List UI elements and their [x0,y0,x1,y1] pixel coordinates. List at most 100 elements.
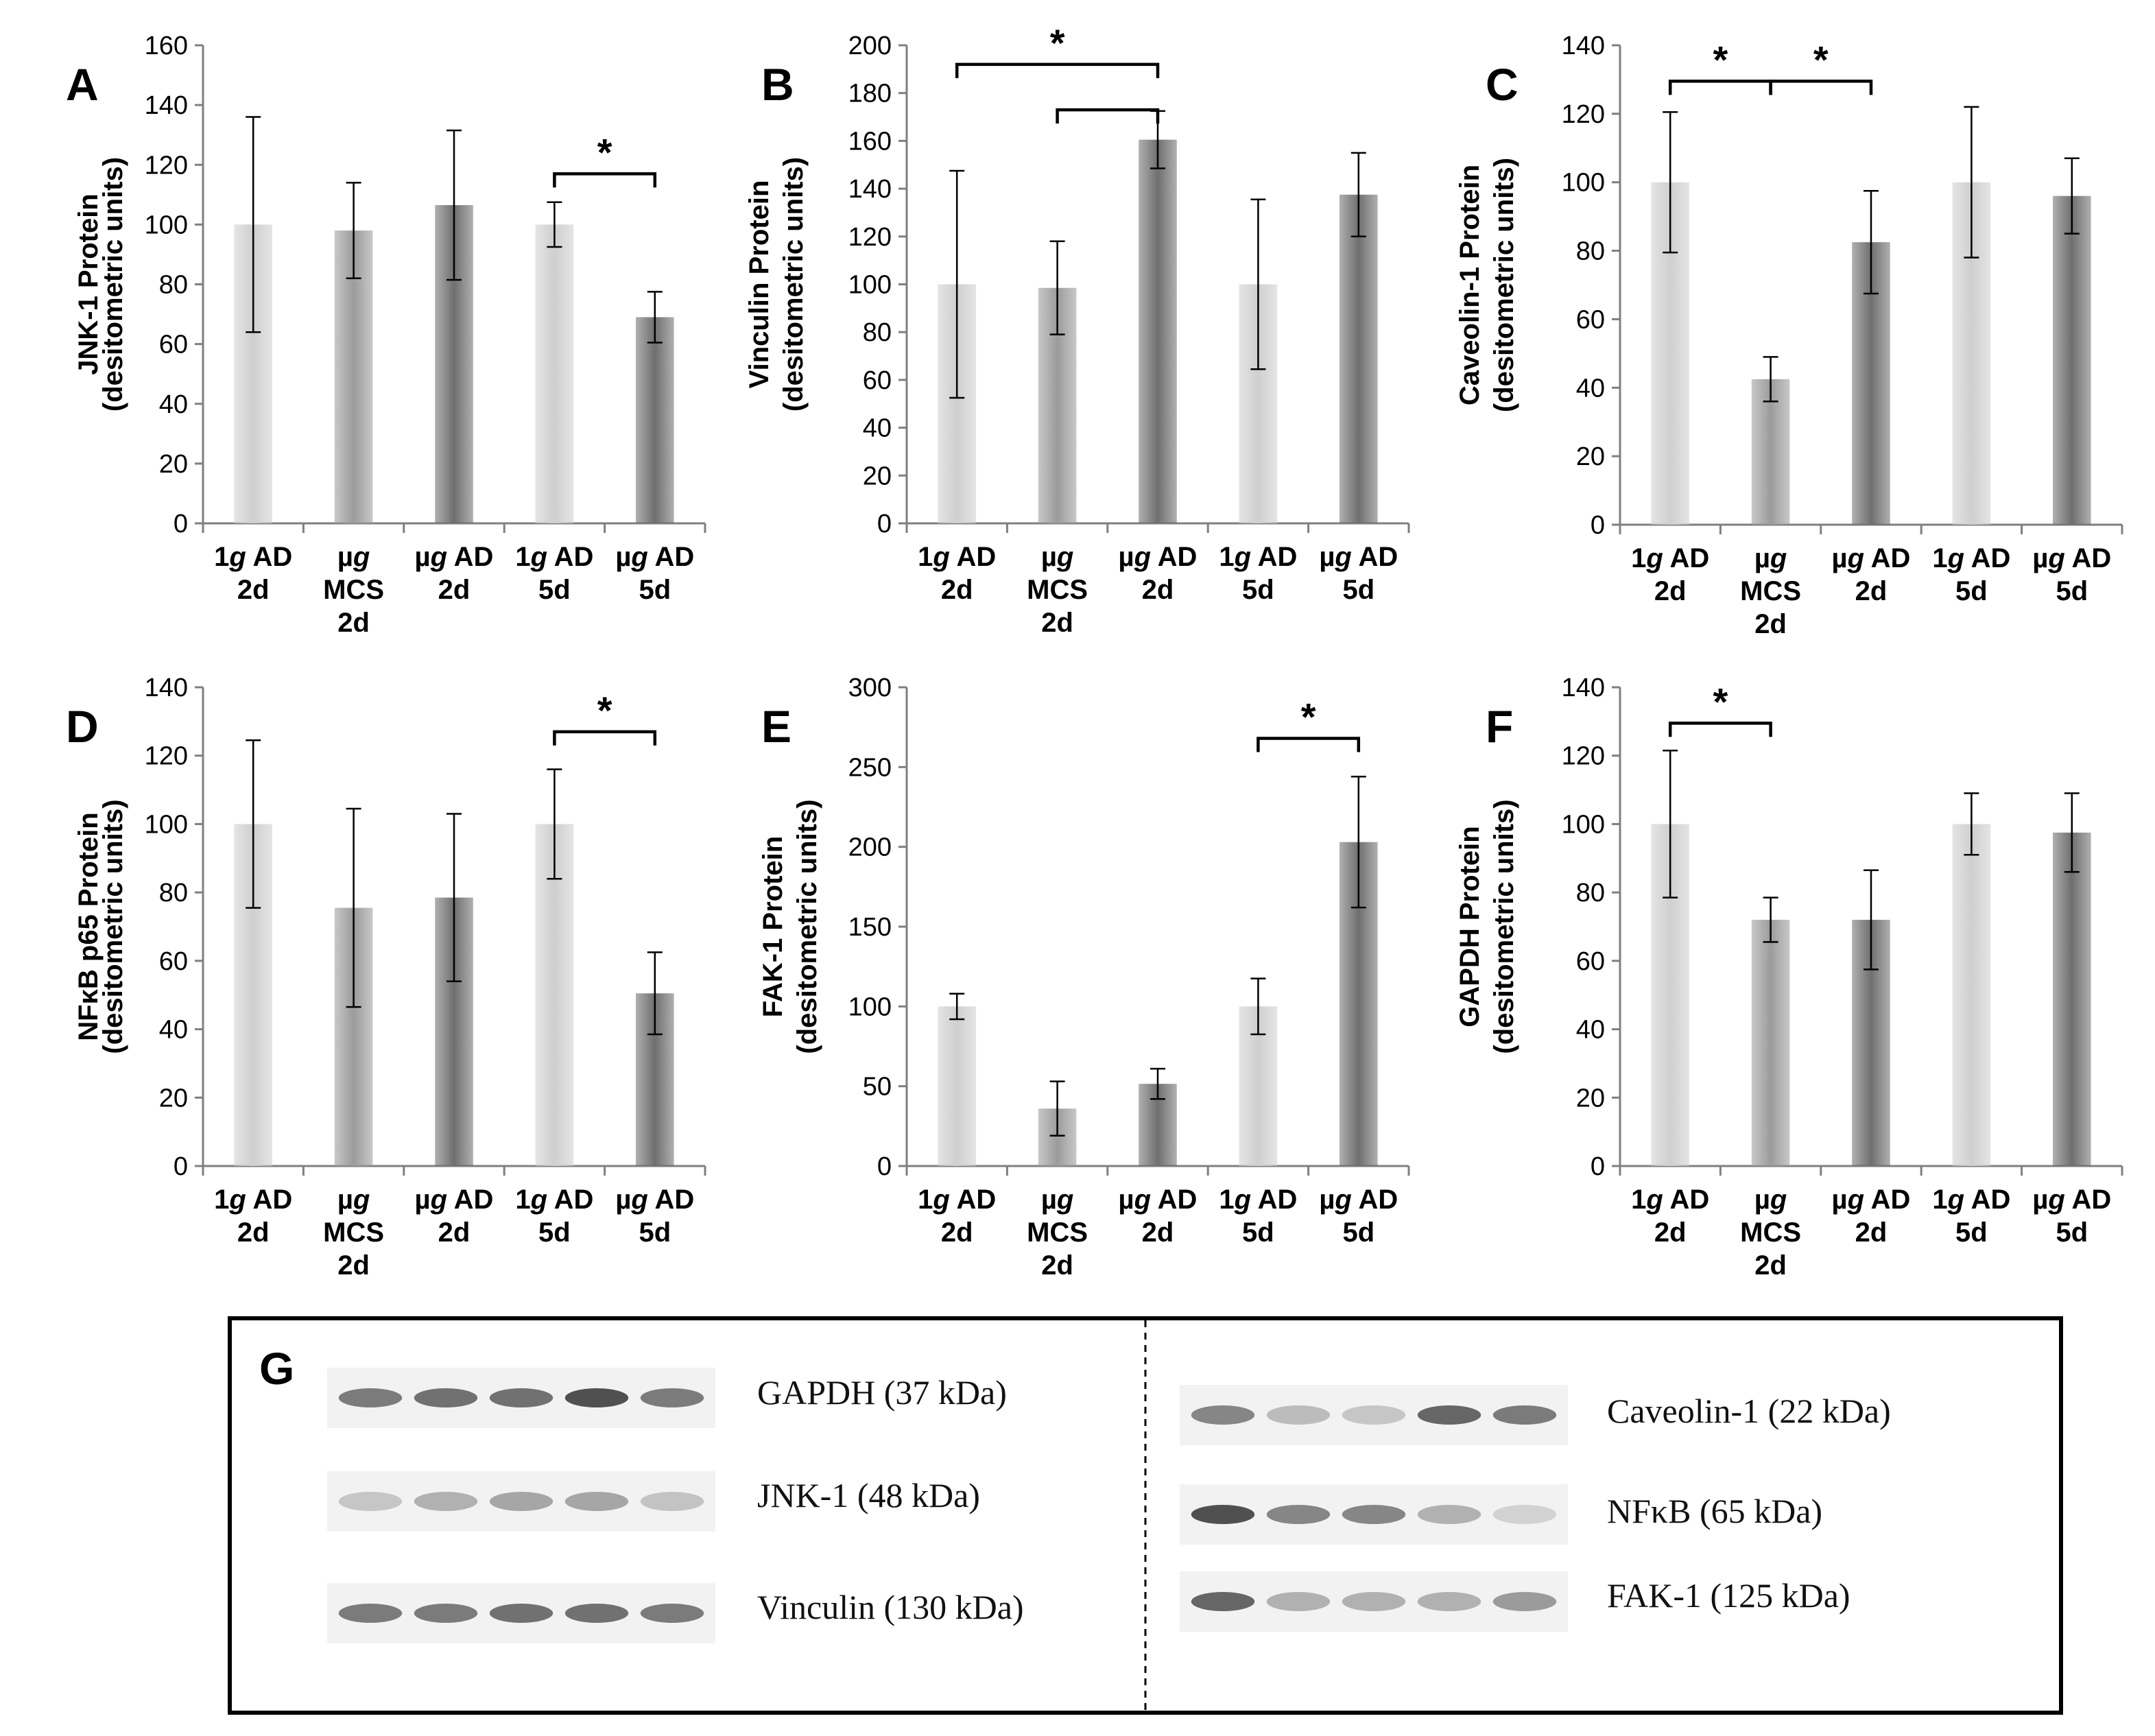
x-tick-label: 1g AD [515,542,593,572]
panel-letter: A [66,59,99,110]
y-tick-label: 160 [848,127,892,156]
y-tick-label: 20 [1576,1084,1605,1113]
y-axis-label: NFκB p65 Protein [73,812,104,1041]
right-band [1417,1405,1481,1425]
x-tick-label: µg AD [1119,1185,1198,1215]
significance-bracket [553,730,657,746]
significance-bracket [1257,737,1361,752]
panel-letter: E [761,701,791,752]
bar [938,1006,977,1166]
right-band [1492,1592,1557,1611]
y-axis-label: Caveolin-1 Protein [1455,165,1485,405]
x-tick-label: 2d [1754,609,1787,639]
right-band [1342,1405,1406,1425]
bar [2052,832,2091,1166]
y-tick-label: 140 [145,674,188,702]
x-tick-label: 1g AD [918,542,996,572]
x-tick-label: 2d [237,1217,270,1248]
significance-bracket [1668,722,1772,737]
y-tick-label: 180 [848,80,892,108]
x-tick-label: MCS [1740,1217,1801,1248]
x-tick-label: µg [337,1185,370,1215]
y-tick-label: 140 [1562,32,1605,60]
y-tick-label: 120 [1562,100,1605,129]
significance-star: * [1050,21,1065,64]
left-band [489,1492,553,1511]
right-band [1191,1592,1255,1611]
x-tick-label: µg AD [1319,542,1398,572]
y-axis-label: (desitometric units) [792,799,822,1054]
y-tick-label: 100 [848,271,892,300]
y-tick-label: 0 [174,1152,188,1181]
left-band [338,1388,403,1407]
left-band [640,1492,704,1511]
x-tick-label: 2d [237,575,270,605]
y-axis-label: JNK-1 Protein [73,193,104,375]
x-tick-label: 2d [1754,1250,1787,1281]
x-tick-label: µg [337,542,370,572]
y-axis-label: (desitometric units) [98,157,128,412]
y-axis-label: (desitometric units) [98,799,128,1054]
y-tick-label: 40 [1576,1016,1605,1045]
x-tick-label: µg AD [1319,1185,1398,1215]
y-tick-label: 40 [1576,374,1605,403]
right-band [1417,1505,1481,1524]
y-tick-label: 160 [145,32,188,60]
y-axis-label: (desitometric units) [1489,158,1519,412]
y-tick-label: 80 [1576,879,1605,907]
y-axis-label: FAK-1 Protein [758,836,788,1017]
x-tick-label: 2d [941,1217,973,1248]
y-tick-label: 120 [848,223,892,252]
significance-bracket [1769,80,1873,95]
y-tick-label: 120 [145,151,188,180]
right-band [1266,1405,1331,1425]
significance-star: * [597,130,612,174]
y-axis-label: Vinculin Protein [744,180,774,389]
significance-star: * [1813,38,1829,81]
y-tick-label: 60 [863,366,892,395]
significance-star: * [1301,695,1316,738]
bar [1751,920,1790,1166]
significance-bracket [1668,80,1772,95]
y-tick-label: 60 [1576,947,1605,976]
left-band [640,1388,704,1407]
x-tick-label: MCS [323,1217,384,1248]
right-band [1342,1505,1406,1524]
x-tick-label: µg AD [2032,543,2111,573]
x-tick-label: 2d [1041,1250,1073,1281]
right-band [1266,1592,1331,1611]
x-tick-label: MCS [1740,576,1801,606]
significance-star: * [1713,680,1728,723]
x-tick-label: MCS [1027,575,1088,605]
y-tick-label: 100 [1562,169,1605,198]
x-tick-label: 2d [337,608,370,638]
x-tick-label: µg AD [1832,1185,1911,1215]
significance-bracket [1056,108,1160,124]
blot-label-left: JNK-1 (48 kDa) [757,1476,980,1514]
y-tick-label: 40 [159,1016,188,1045]
x-tick-label: MCS [1027,1217,1088,1248]
y-tick-label: 40 [863,414,892,443]
x-tick-label: 5d [2056,1217,2088,1248]
x-tick-label: 5d [1242,575,1274,605]
y-tick-label: 0 [1591,1152,1605,1181]
panel-letter: B [761,59,794,110]
x-tick-label: µg AD [415,542,494,572]
y-tick-label: 0 [174,510,188,538]
y-tick-label: 0 [877,510,892,538]
x-tick-label: µg AD [415,1185,494,1215]
x-tick-label: 5d [538,575,571,605]
x-tick-label: 1g AD [1631,543,1709,573]
panel-letter: G [259,1343,294,1394]
y-tick-label: 80 [863,318,892,347]
right-band [1191,1405,1255,1425]
left-band [489,1388,553,1407]
x-tick-label: 1g AD [214,542,292,572]
y-tick-label: 100 [1562,810,1605,839]
bar [1339,194,1378,523]
significance-bracket [955,62,1160,78]
